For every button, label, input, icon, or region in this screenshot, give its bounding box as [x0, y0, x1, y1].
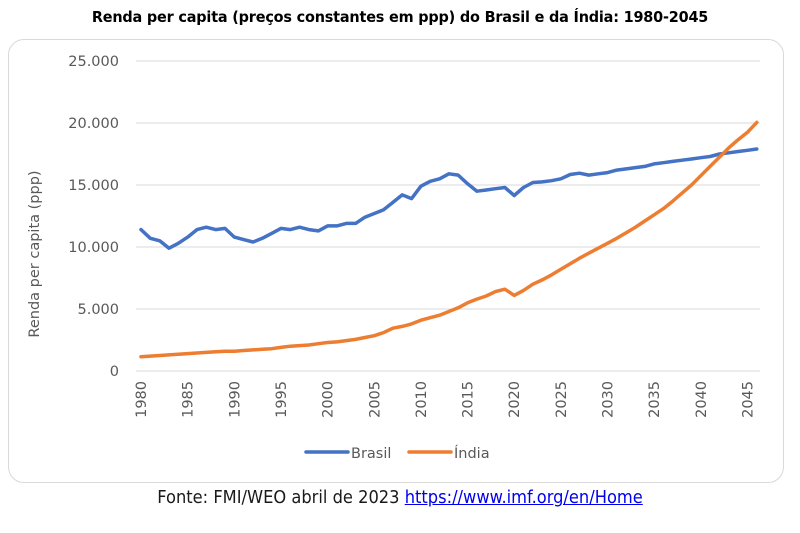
chart-frame — [8, 39, 784, 483]
y-tick-label: 15.000 — [68, 178, 119, 194]
legend-label-india: Índia — [454, 445, 490, 462]
x-tick-label: 1980 — [134, 381, 150, 418]
y-axis-ticks: 0 5.000 10.000 15.000 20.000 25.000 — [68, 54, 119, 380]
x-tick-label: 2005 — [367, 381, 383, 418]
x-tick-label: 2025 — [554, 381, 570, 418]
x-tick-label: 1985 — [181, 381, 197, 418]
x-tick-label: 2040 — [694, 381, 710, 418]
x-tick-label: 1995 — [274, 381, 290, 418]
chart-title: Renda per capita (preços constantes em p… — [91, 8, 709, 26]
source-text: Fonte: FMI/WEO abril de 2023 — [157, 488, 405, 508]
x-tick-label: 2030 — [601, 381, 617, 418]
series-line-brasil — [139, 147, 759, 250]
x-tick-label: 2000 — [321, 381, 337, 418]
legend: Brasil Índia — [304, 445, 490, 462]
series-line-india — [139, 120, 759, 359]
y-axis-label: Renda per capita (ppp) — [27, 170, 43, 337]
series-lines — [139, 120, 759, 359]
x-tick-label: 1990 — [227, 381, 243, 418]
gridlines — [136, 60, 760, 372]
x-tick-label: 2035 — [647, 381, 663, 418]
x-tick-label: 2045 — [740, 381, 756, 418]
y-tick-label: 0 — [110, 364, 119, 380]
y-tick-label: 5.000 — [77, 302, 119, 318]
x-axis-ticks: 1980 1985 1990 1995 2000 2005 2010 2015 2020 2025… — [134, 381, 756, 418]
x-tick-label: 2010 — [414, 381, 430, 418]
source-footer: Fonte: FMI/WEO abril de 2023 https://www… — [28, 488, 772, 508]
source-link[interactable]: https://www.imf.org/en/Home — [404, 488, 643, 508]
y-tick-label: 10.000 — [68, 240, 119, 256]
y-tick-label: 20.000 — [68, 116, 119, 132]
legend-label-brasil: Brasil — [351, 446, 391, 462]
y-tick-label: 25.000 — [68, 54, 119, 70]
x-tick-label: 2020 — [507, 381, 523, 418]
x-tick-label: 2015 — [461, 381, 477, 418]
